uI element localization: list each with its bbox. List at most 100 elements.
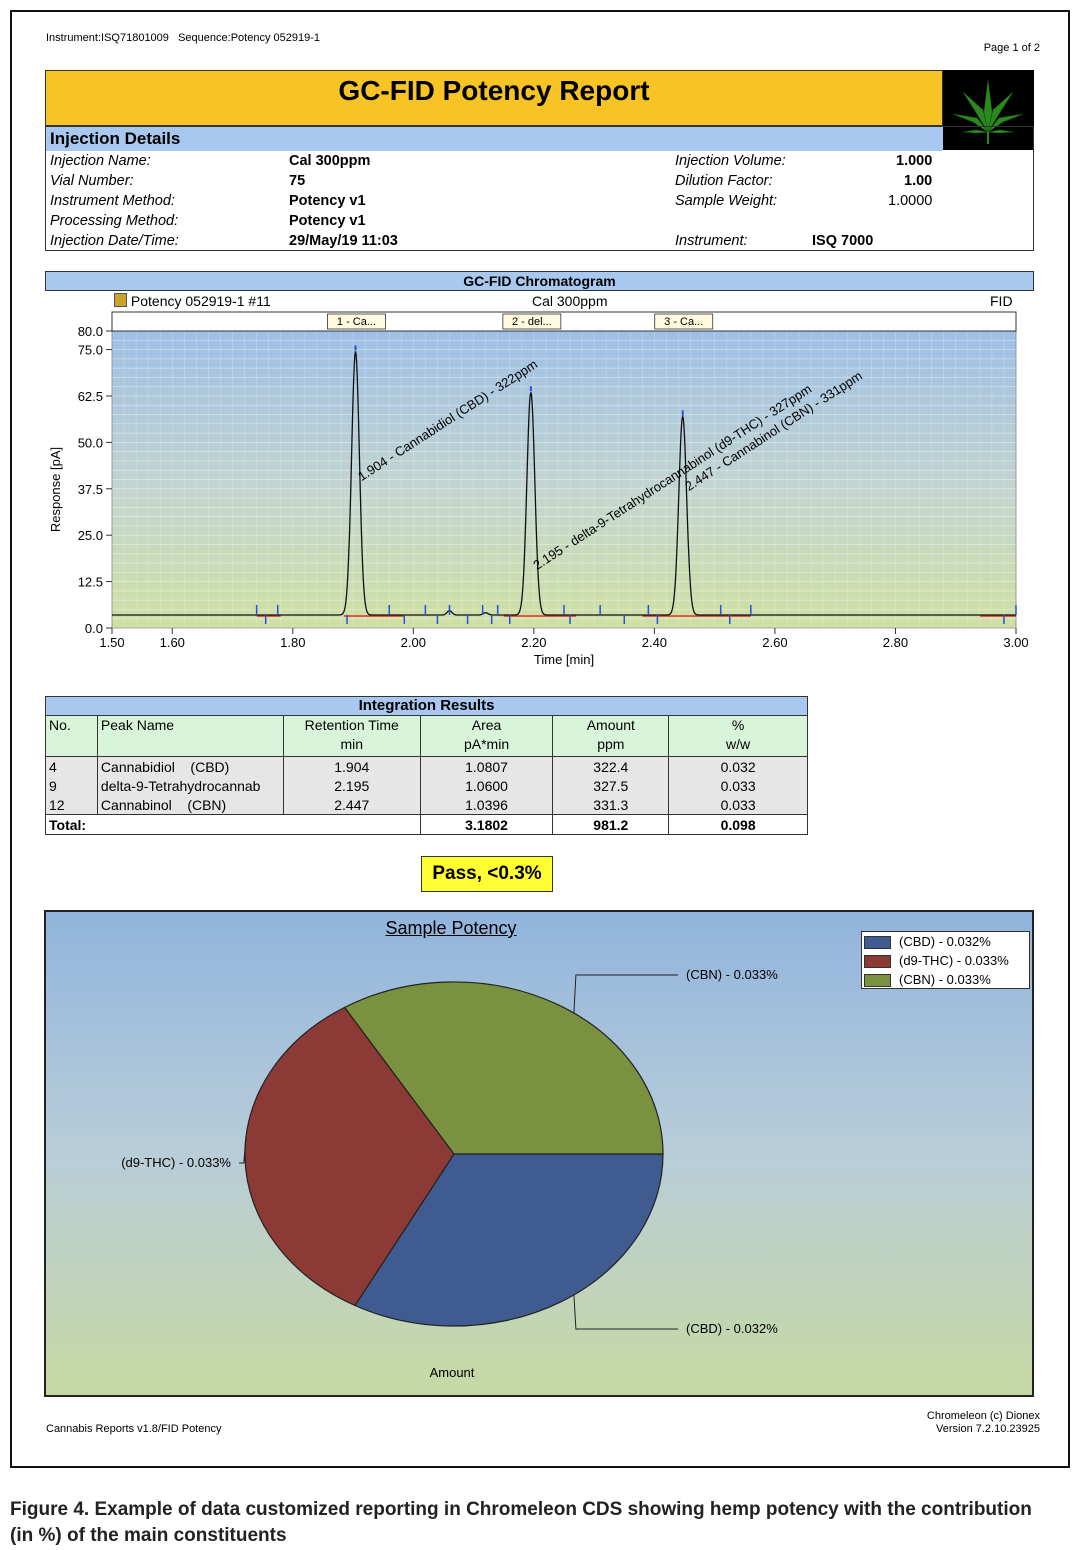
injection-name-label: Injection Name: [50, 153, 151, 169]
legend-label-cbn: (CBN) - 0.033% [899, 972, 991, 987]
cell-no: 9 [45, 776, 98, 795]
legend-swatch-thc [864, 955, 891, 969]
x-tick-label: 1.80 [280, 635, 305, 650]
instrument-method-label: Instrument Method: [50, 193, 175, 209]
x-axis-label: Time [min] [534, 652, 594, 667]
chromatogram-chart: 1 - Ca... 2 - del... 3 - Ca... 0.0 12.5 25.0 3… [48, 311, 1029, 667]
peak-tag-label: 1 - Ca... [337, 316, 376, 328]
sample-weight-label: Sample Weight: [675, 193, 778, 209]
injection-volume-value: 1.000 [896, 153, 933, 169]
peak-tag-label: 3 - Ca... [664, 316, 703, 328]
cell-retention-time: 2.195 [282, 776, 421, 795]
x-tick-label: 2.40 [642, 635, 667, 650]
legend-label-cbd: (CBD) - 0.032% [899, 934, 991, 949]
cell-peak-name: delta-9-Tetrahydrocannab [96, 776, 284, 795]
integration-title: Integration Results [45, 696, 808, 716]
cell-amount: 331.3 [552, 795, 670, 815]
injection-volume-label: Injection Volume: [675, 153, 786, 169]
total-label: Total: [45, 814, 421, 835]
x-tick-label: 2.80 [883, 635, 908, 650]
total-area: 3.1802 [419, 814, 554, 835]
cell-peak-name: Cannabinol (CBN) [96, 795, 284, 815]
injection-details-panel: Injection Details Injection Name: Cal 30… [45, 126, 1034, 251]
cell-area: 1.0396 [419, 795, 554, 815]
pass-badge: Pass, <0.3% [421, 856, 553, 892]
pie-axis-label: Amount [430, 1365, 475, 1380]
chromatogram-sequence-text: Potency 052919-1 #11 [130, 293, 271, 309]
legend-item-thc: (d9-THC) - 0.033% [864, 953, 1009, 969]
total-percent: 0.098 [668, 814, 808, 835]
peak-tag-box [654, 313, 714, 330]
processing-method-value: Potency v1 [289, 213, 366, 229]
integration-header-row: No. Peak Name Retention Time min Area pA*m… [45, 715, 808, 757]
cell-area: 1.0600 [419, 776, 554, 795]
pie-leader-line [573, 1294, 678, 1330]
total-row: Total: 3.1802 981.2 0.098 [45, 814, 808, 835]
col-header-amount: Amount ppm [552, 715, 670, 757]
instrument-value: ISQ 7000 [812, 233, 874, 249]
header-instrument: Instrument:ISQ71801009 Sequence:Potency … [46, 32, 320, 44]
footer-right-line1: Chromeleon (c) Dionex [926, 1410, 1040, 1422]
y-tick-label: 37.5 [78, 482, 103, 497]
legend-swatch-cbd [864, 936, 891, 950]
chromatogram-detector-label: FID [990, 293, 1013, 309]
cell-amount: 322.4 [552, 756, 670, 776]
x-tick-label: 1.50 [99, 635, 124, 650]
cell-percent: 0.033 [668, 795, 808, 815]
chromatogram-heading: GC-FID Chromatogram [45, 271, 1034, 291]
y-tick-label: 80.0 [78, 324, 103, 339]
table-row: 4 Cannabidiol (CBD) 1.904 1.0807 322.4 0… [45, 756, 808, 776]
sample-potency-pie: (CBD) - 0.032% (d9-THC) - 0.033% (CBN) - 0… [121, 967, 778, 1380]
cell-percent: 0.032 [668, 756, 808, 776]
chromatogram-plot-area [111, 330, 1017, 629]
dilution-factor-label: Dilution Factor: [675, 173, 773, 189]
pie-leader-line [239, 1138, 247, 1164]
figure-caption: Figure 4. Example of data customized rep… [10, 1499, 1032, 1546]
col-header-percent: % w/w [668, 715, 808, 757]
col-header-no: No. [45, 715, 98, 757]
processing-method-label: Processing Method: [50, 213, 179, 229]
pie-label-cbd: (CBD) - 0.032% [686, 1321, 778, 1336]
vial-number-value: 75 [289, 173, 306, 189]
pie-title: Sample Potency [385, 918, 517, 938]
peak-tag-box [502, 313, 562, 330]
instrument-method-value: Potency v1 [289, 193, 366, 209]
report-page [10, 10, 1070, 1468]
legend-item-cbd: (CBD) - 0.032% [864, 934, 991, 950]
x-tick-label: 2.20 [521, 635, 546, 650]
col-header-retention-time: Retention Time min [282, 715, 421, 757]
footer-right: Chromeleon (c) Dionex Version 7.2.10.239… [927, 1410, 1040, 1436]
col-header-area: Area pA*min [419, 715, 554, 757]
x-tick-label: 2.60 [762, 635, 787, 650]
report-title: GC-FID Potency Report [45, 70, 943, 126]
pie-leader-line [573, 974, 678, 1014]
peak-tag-box [327, 313, 386, 330]
chromatogram-injection-label: Cal 300ppm [532, 293, 608, 309]
injection-date-label: Injection Date/Time: [50, 233, 179, 249]
sample-potency-panel: Sample Potency (CBD) - 0.032% (d9-THC) - … [44, 910, 1034, 1397]
injection-details-heading: Injection Details [46, 127, 943, 151]
col-header-peak-name: Peak Name [96, 715, 284, 757]
vial-number-label: Vial Number: [50, 173, 134, 189]
cell-amount: 327.5 [552, 776, 670, 795]
y-tick-label: 25.0 [78, 528, 103, 543]
header-instrument-text: Instrument:ISQ71801009 [46, 32, 169, 44]
cell-peak-name: Cannabidiol (CBD) [96, 756, 284, 776]
cell-no: 4 [45, 756, 98, 776]
y-tick-label: 62.5 [78, 389, 103, 404]
pie-label-thc: (d9-THC) - 0.033% [121, 1155, 231, 1170]
y-tick-label: 50.0 [78, 435, 103, 450]
pie-legend: (CBD) - 0.032% (d9-THC) - 0.033% (CBN) -… [861, 931, 1030, 989]
peak-tag-strip [111, 311, 1017, 332]
cell-retention-time: 2.447 [282, 795, 421, 815]
pie-label-cbn: (CBN) - 0.033% [686, 967, 778, 982]
cell-retention-time: 1.904 [282, 756, 421, 776]
legend-swatch-cbn [864, 974, 891, 988]
total-amount: 981.2 [552, 814, 670, 835]
x-tick-label: 2.00 [401, 635, 426, 650]
cell-area: 1.0807 [419, 756, 554, 776]
injection-date-value: 29/May/19 11:03 [289, 233, 398, 249]
cell-no: 12 [45, 795, 98, 815]
table-row: 9 delta-9-Tetrahydrocannab 2.195 1.0600 … [45, 776, 808, 795]
instrument-label: Instrument: [675, 233, 748, 249]
